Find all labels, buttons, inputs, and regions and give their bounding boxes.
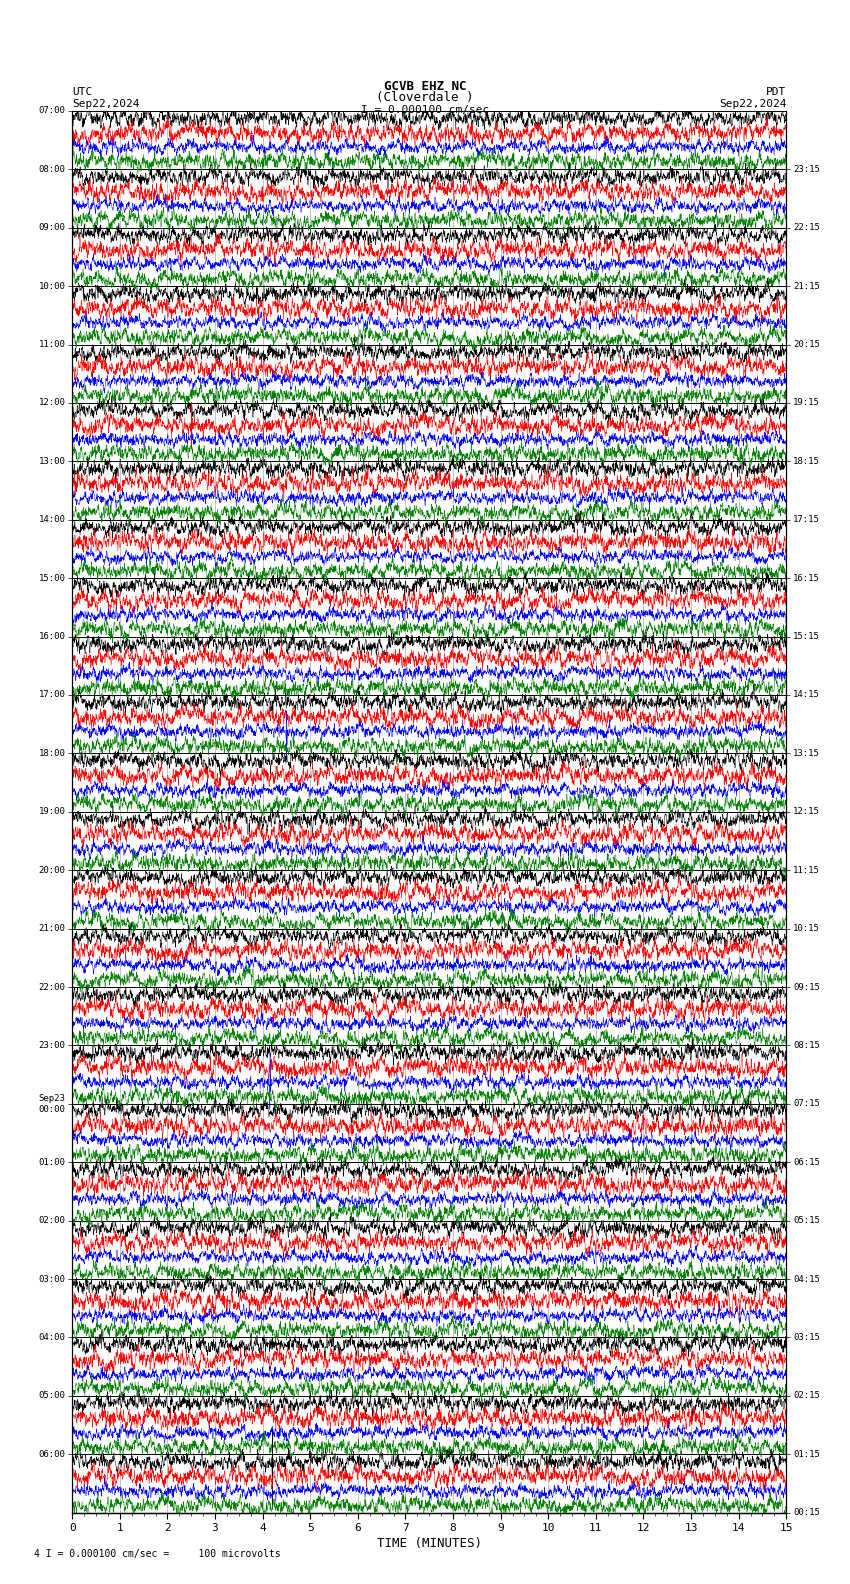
- X-axis label: TIME (MINUTES): TIME (MINUTES): [377, 1538, 482, 1551]
- Text: Sep22,2024: Sep22,2024: [719, 98, 786, 108]
- Text: Sep22,2024: Sep22,2024: [72, 98, 139, 108]
- Text: GCVB EHZ NC: GCVB EHZ NC: [383, 79, 467, 92]
- Text: PDT: PDT: [766, 87, 786, 97]
- Text: (Cloverdale ): (Cloverdale ): [377, 90, 473, 103]
- Text: UTC: UTC: [72, 87, 93, 97]
- Text: 4 I = 0.000100 cm/sec =     100 microvolts: 4 I = 0.000100 cm/sec = 100 microvolts: [34, 1549, 280, 1559]
- Text: I = 0.000100 cm/sec: I = 0.000100 cm/sec: [361, 105, 489, 114]
